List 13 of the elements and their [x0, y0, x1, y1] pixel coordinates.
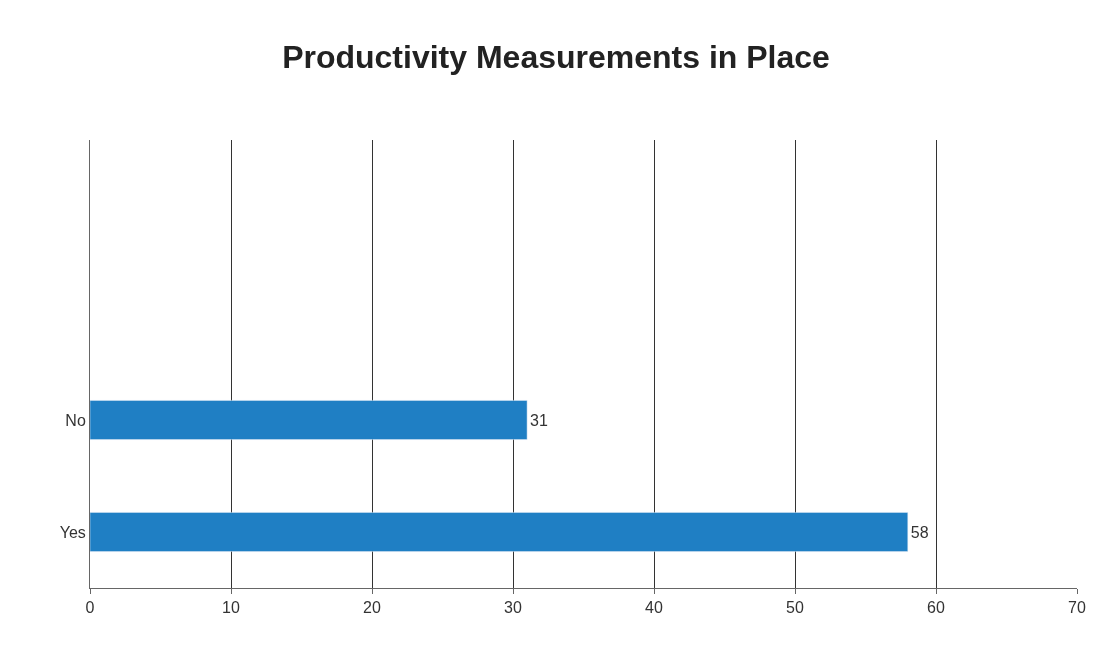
x-tick-label: 30 [504, 599, 522, 617]
data-label: 58 [910, 523, 929, 541]
y-tick-label: Yes [59, 523, 86, 541]
x-tick-label: 60 [927, 599, 945, 617]
x-tick-label: 10 [222, 599, 240, 617]
x-tick-label: 50 [786, 599, 804, 617]
data-label: 31 [530, 411, 548, 429]
x-tick-label: 70 [1068, 599, 1086, 617]
chart-title: Productivity Measurements in Place [282, 38, 830, 75]
x-tick-label: 0 [85, 599, 95, 617]
x-tick-label: 40 [645, 599, 663, 617]
y-tick-label: No [65, 411, 86, 429]
x-tick-label: 20 [363, 599, 381, 617]
